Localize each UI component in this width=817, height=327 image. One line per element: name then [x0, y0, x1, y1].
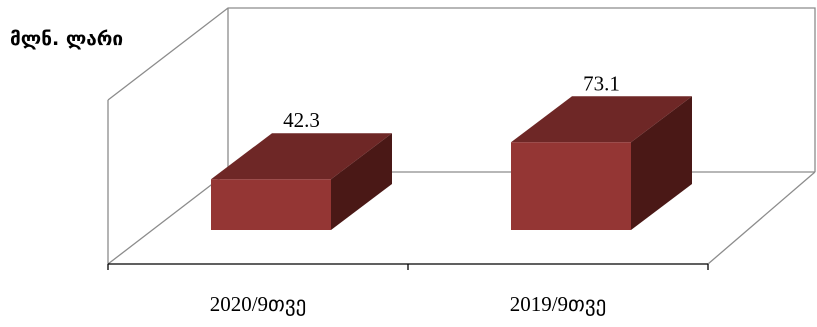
- bar-side-face: [331, 133, 392, 230]
- bar-front-face: [511, 142, 631, 230]
- labels-group: 42.3 2020/9თვე 73.1 2019/9თვე: [210, 71, 620, 316]
- x-axis: [107, 263, 709, 270]
- y-axis-unit-label: მლნ. ლარი: [10, 28, 124, 50]
- x-tick-label: 2020/9თვე: [210, 292, 307, 316]
- back-wall-outline: [107, 7, 816, 172]
- data-label: 42.3: [283, 108, 320, 132]
- bar-2: [511, 96, 692, 230]
- bar-top-face: [211, 133, 392, 180]
- bar-1: [211, 133, 392, 230]
- bar-side-face: [631, 96, 692, 230]
- floor-right-edge: [707, 171, 816, 265]
- bar-front-face: [211, 179, 331, 230]
- floor-left-edge: [107, 171, 229, 265]
- x-tick-label: 2019/9თვე: [510, 292, 607, 316]
- data-label: 73.1: [583, 71, 620, 95]
- bars-group: [211, 96, 692, 230]
- bar-top-face: [511, 96, 692, 143]
